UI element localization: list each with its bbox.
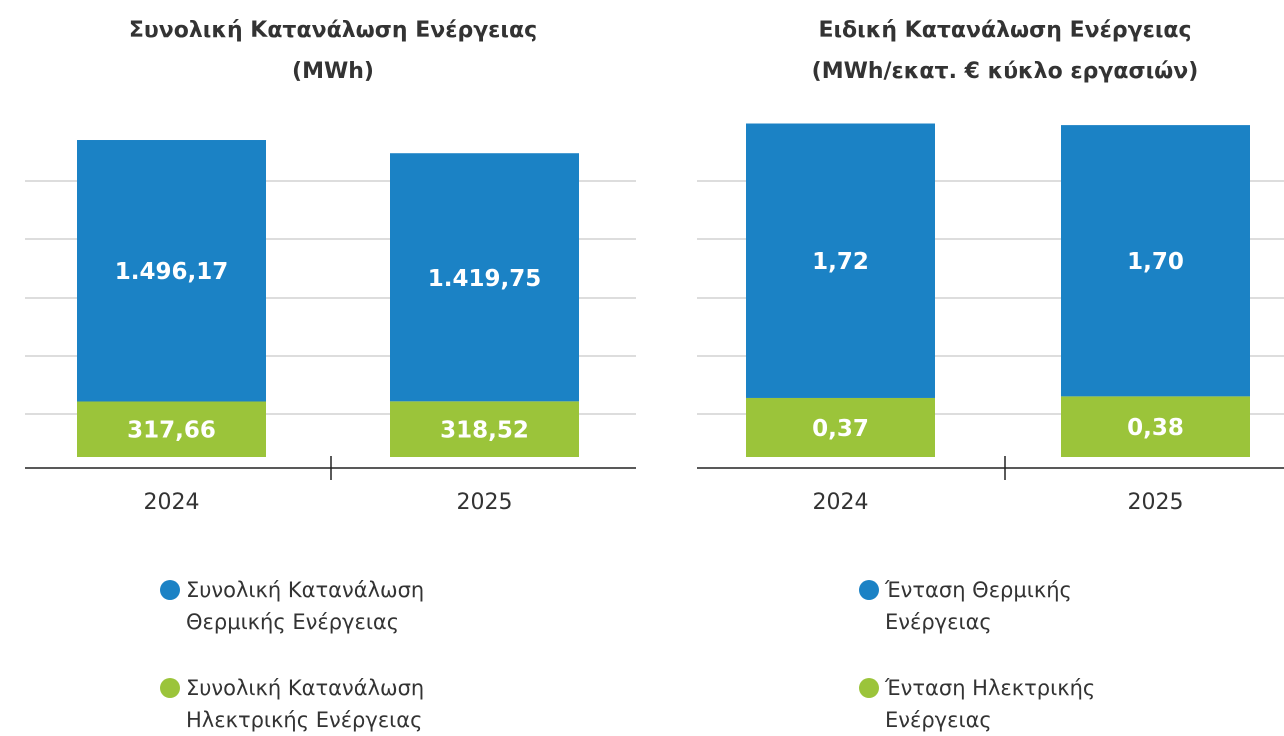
bar-segment	[1061, 396, 1250, 457]
legend-label: Συνολική Κατανάλωση Θερμικής Ενέργειας	[186, 578, 425, 634]
value-label: 1,72	[812, 249, 869, 275]
legend-label: Ένταση Ηλεκτρικής Ενέργειας	[885, 676, 1096, 732]
legend-label: Συνολική Κατανάλωση Ηλεκτρικής Ενέργειας	[186, 676, 425, 732]
legend-item: Συνολική Κατανάλωση Ηλεκτρικής Ενέργειας	[160, 672, 460, 736]
value-label: 1.419,75	[428, 266, 542, 292]
x-tick-label: 2024	[144, 490, 200, 515]
bar-segment	[390, 401, 579, 457]
value-label: 1,70	[1127, 249, 1184, 275]
legend-item: Ένταση Θερμικής Ενέργειας	[859, 574, 1159, 638]
legend-item: Ένταση Ηλεκτρικής Ενέργειας	[859, 672, 1159, 736]
bar-segment	[1061, 125, 1250, 397]
legend-item: Συνολική Κατανάλωση Θερμικής Ενέργειας	[160, 574, 460, 638]
legend-swatch	[160, 580, 180, 600]
legend-swatch	[160, 678, 180, 698]
chart-subtitle: (MWh)	[292, 59, 374, 84]
legend-label: Ένταση Θερμικής Ενέργειας	[885, 578, 1072, 634]
x-tick-label: 2024	[813, 490, 869, 515]
value-label: 0,37	[812, 416, 869, 442]
x-tick-label: 2025	[1128, 490, 1184, 515]
bar-segment	[746, 397, 935, 457]
x-tick-label: 2025	[457, 490, 513, 515]
bar-segment	[746, 123, 935, 398]
legend-swatch	[859, 580, 879, 600]
bar-segment	[77, 401, 266, 457]
value-label: 1.496,17	[115, 259, 229, 285]
chart-title: Συνολική Κατανάλωση Ενέργειας	[129, 18, 537, 43]
chart-title: Ειδική Κατανάλωση Ενέργειας	[818, 18, 1191, 43]
legend-swatch	[859, 678, 879, 698]
chart-subtitle: (MWh/εκατ. € κύκλο εργασιών)	[812, 59, 1199, 84]
bar-segment	[390, 153, 579, 402]
bar-segment	[77, 140, 266, 402]
value-label: 0,38	[1127, 415, 1184, 441]
value-label: 317,66	[127, 418, 216, 444]
value-label: 318,52	[440, 418, 529, 444]
